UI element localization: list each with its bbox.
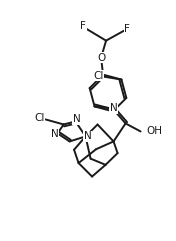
Text: F: F bbox=[80, 21, 86, 31]
Text: F: F bbox=[124, 24, 130, 34]
Text: N: N bbox=[51, 129, 58, 140]
Text: N: N bbox=[73, 114, 80, 124]
Text: OH: OH bbox=[147, 127, 163, 136]
Text: N: N bbox=[84, 131, 92, 141]
Text: O: O bbox=[97, 53, 105, 63]
Text: Cl: Cl bbox=[93, 71, 104, 80]
Text: Cl: Cl bbox=[34, 114, 45, 123]
Text: N: N bbox=[110, 103, 117, 114]
